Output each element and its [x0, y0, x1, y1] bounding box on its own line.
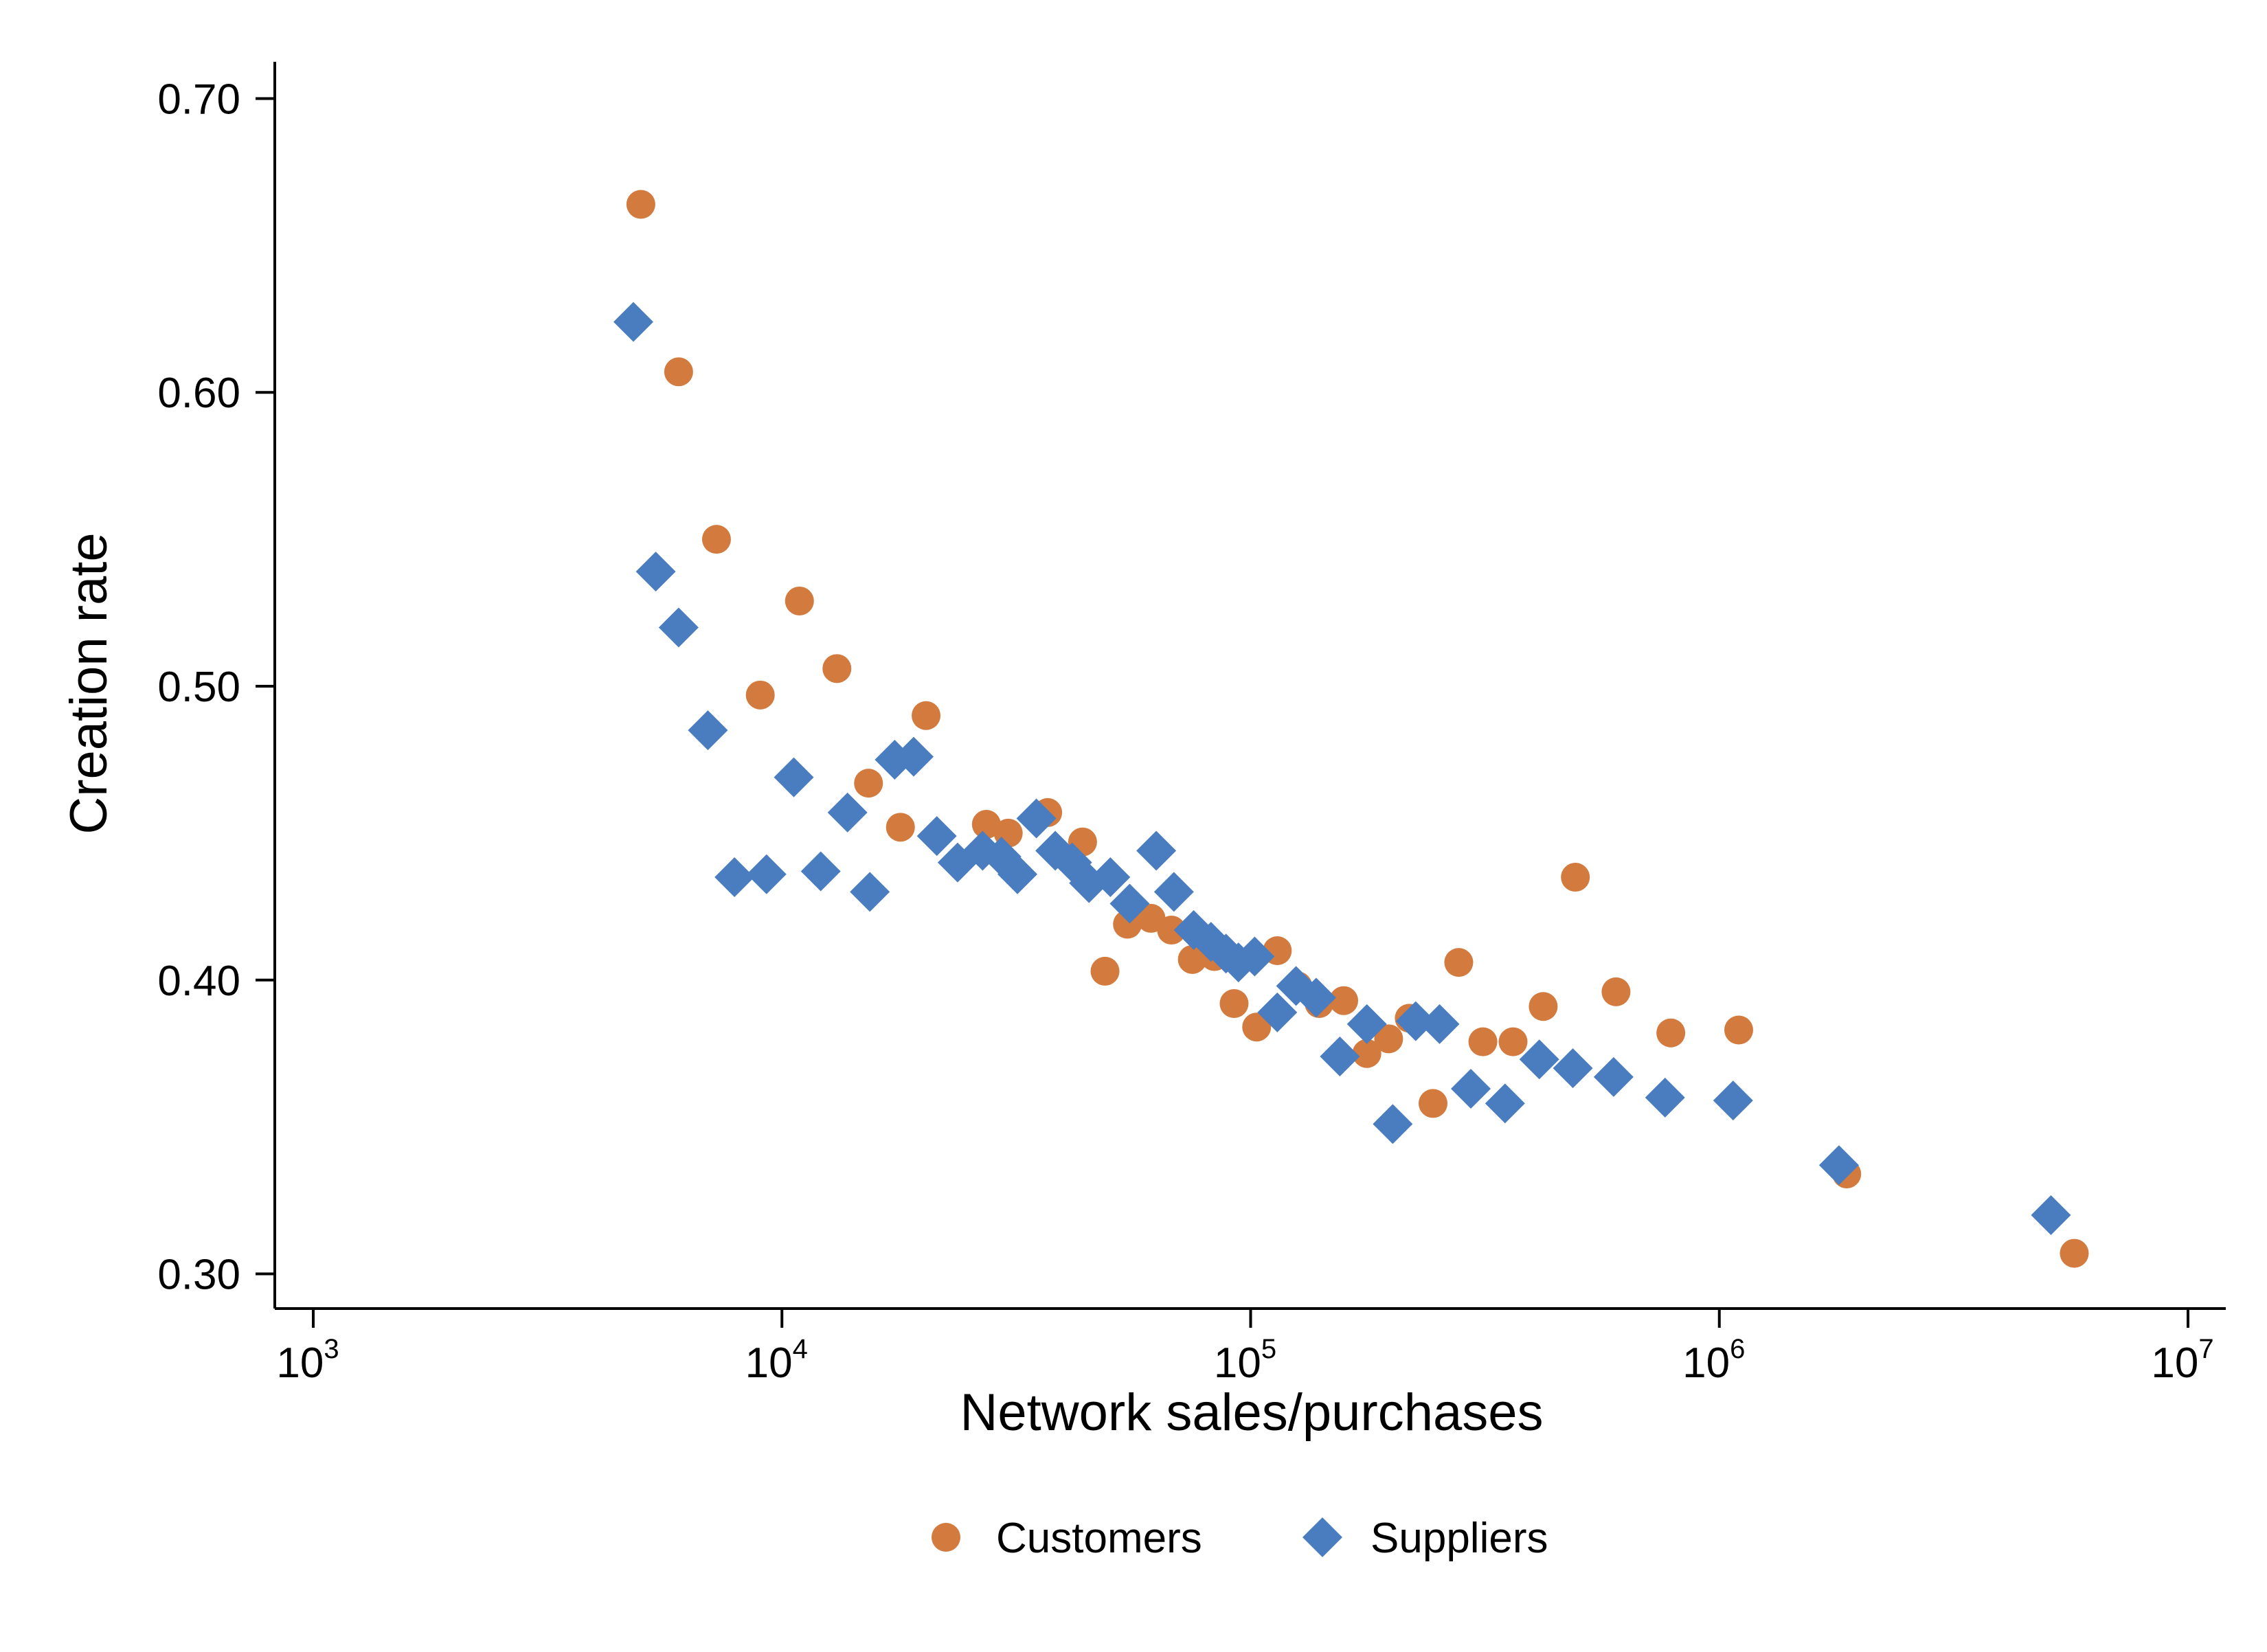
suppliers-point [1419, 1004, 1460, 1044]
customers-point [822, 654, 852, 683]
customers-point [1242, 1012, 1272, 1042]
suppliers-point [800, 851, 841, 892]
suppliers-point [714, 857, 755, 898]
customers-point [1090, 956, 1120, 986]
suppliers-point [1593, 1056, 1634, 1097]
x-tick-label: 106 [1682, 1334, 1745, 1387]
suppliers-point [1485, 1083, 1525, 1124]
customers-point [1468, 1027, 1498, 1056]
series-customers [626, 190, 2089, 1268]
customers-point [1374, 1024, 1403, 1054]
suppliers-point [893, 736, 934, 777]
customers-point [1329, 986, 1359, 1015]
customers-point [1724, 1015, 1753, 1045]
suppliers-point [1519, 1039, 1559, 1080]
suppliers-point [1553, 1048, 1593, 1089]
customers-point [745, 680, 775, 710]
suppliers-point [1645, 1077, 1685, 1118]
customers-point [1656, 1018, 1686, 1048]
suppliers-point [1016, 798, 1057, 839]
x-tick-label: 104 [745, 1334, 808, 1387]
customers-point [2060, 1238, 2089, 1268]
customers-point [1352, 1039, 1381, 1068]
suppliers-point [916, 816, 957, 857]
customers-point [1444, 948, 1474, 977]
suppliers-point [1346, 1004, 1387, 1044]
suppliers-point [827, 792, 868, 833]
legend-label: Suppliers [1371, 1515, 1548, 1562]
customers-point [1219, 988, 1249, 1018]
suppliers-point [1395, 1001, 1436, 1041]
customers-point [1529, 992, 1558, 1021]
suppliers-point [1257, 992, 1298, 1032]
x-tick-label: 105 [1214, 1334, 1276, 1387]
suppliers-point [1153, 872, 1194, 912]
suppliers-point [1234, 936, 1275, 977]
suppliers-point [1090, 857, 1131, 898]
y-tick-label: 0.30 [157, 1252, 240, 1299]
legend-item-suppliers: Suppliers [1302, 1515, 1548, 1562]
suppliers-point [774, 757, 814, 797]
customers-point [912, 701, 941, 730]
suppliers-point [1296, 977, 1336, 1018]
customers-point [1177, 944, 1207, 974]
legend-label: Customers [996, 1515, 1202, 1562]
customers-point [854, 769, 883, 798]
suppliers-point [1320, 1036, 1360, 1076]
customers-point [1498, 1027, 1528, 1056]
customers-point [626, 190, 655, 219]
data-marks [613, 190, 2089, 1268]
suppliers-point [850, 872, 890, 912]
customers-point [1419, 1089, 1448, 1118]
legend-item-customers: Customers [932, 1515, 1202, 1562]
legend-marker-suppliers [1302, 1517, 1342, 1557]
x-tick-label: 107 [2151, 1334, 2213, 1387]
customers-point [701, 525, 731, 554]
customers-point [664, 357, 693, 387]
x-tick-label: 103 [276, 1334, 339, 1387]
legend: Customers Suppliers [932, 1515, 1548, 1562]
y-axis-title: Creation rate [60, 532, 118, 834]
suppliers-point [1136, 830, 1177, 871]
x-axis-title: Network sales/purchases [960, 1383, 1543, 1442]
y-tick-label: 0.60 [157, 370, 240, 417]
customers-point [1601, 977, 1631, 1006]
legend-marker-customers [932, 1523, 960, 1552]
suppliers-point [688, 710, 728, 751]
customers-point [886, 813, 915, 842]
suppliers-point [613, 302, 654, 342]
suppliers-point [2031, 1195, 2071, 1235]
suppliers-point [1109, 883, 1150, 924]
suppliers-point [635, 552, 676, 592]
y-tick-label: 0.40 [157, 958, 240, 1005]
customers-point [785, 586, 814, 615]
y-tick-label: 0.70 [157, 76, 240, 123]
suppliers-point [658, 607, 699, 648]
customers-point [1561, 863, 1590, 892]
customers-point [1157, 916, 1186, 945]
customers-point [971, 810, 1001, 839]
suppliers-point [1713, 1080, 1753, 1121]
suppliers-point [1451, 1069, 1491, 1109]
suppliers-point [1818, 1145, 1859, 1186]
suppliers-point [1373, 1104, 1413, 1144]
suppliers-point [746, 854, 787, 894]
series-suppliers [613, 302, 2071, 1235]
y-tick-label: 0.50 [157, 664, 240, 711]
axes: 0.30 0.40 0.50 0.60 0.70 103 104 105 106 107 [157, 62, 2226, 1387]
suppliers-point [997, 854, 1038, 894]
